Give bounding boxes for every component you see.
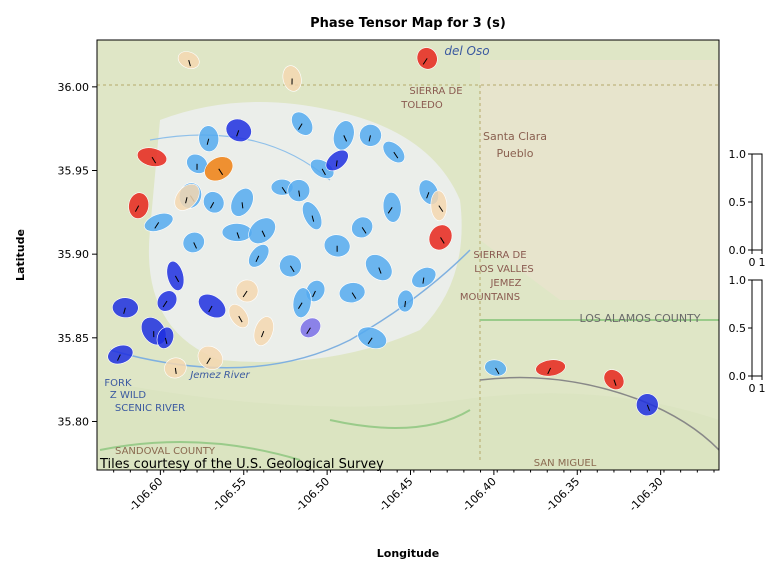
- map-label: Z WILD: [110, 390, 146, 401]
- y-tick-label: 35.90: [58, 248, 90, 261]
- map-label: MOUNTAINS: [460, 292, 520, 303]
- colorbar-x-tick-label: 1: [759, 382, 766, 395]
- map-label: TOLEDO: [400, 100, 443, 111]
- map-label: SIERRA DE: [473, 250, 526, 261]
- x-tick-label: -106.55: [210, 475, 249, 514]
- map-label: Santa Clara: [483, 130, 547, 143]
- y-tick-label: 36.00: [58, 81, 90, 94]
- colorbar-tick-label: 0.0: [729, 370, 747, 383]
- y-tick-label: 35.95: [58, 165, 90, 178]
- map-label: SAN MIGUEL: [534, 458, 597, 469]
- colorbar: [752, 280, 762, 376]
- colorbar-x-tick-label: 1: [759, 256, 766, 269]
- colorbar-tick-label: 1.0: [729, 148, 747, 161]
- map-label: SCENIC RIVER: [115, 403, 185, 414]
- y-axis-label: Latitude: [14, 229, 27, 281]
- x-tick-label: -106.30: [627, 475, 666, 514]
- x-tick-label: -106.60: [126, 475, 165, 514]
- map-label: Jemez River: [188, 370, 250, 381]
- y-tick-label: 35.85: [58, 332, 90, 345]
- map-label: FORK: [104, 378, 132, 389]
- x-tick-label: -106.45: [376, 475, 415, 514]
- colorbar-tick-label: 0.5: [729, 322, 747, 335]
- x-axis-label: Longitude: [377, 547, 439, 560]
- y-tick-label: 35.80: [58, 415, 90, 428]
- map-label: Pueblo: [497, 147, 534, 160]
- map-label: SIERRA DE: [409, 86, 462, 97]
- x-tick-label: -106.40: [460, 475, 499, 514]
- colorbar-tick-label: 1.0: [729, 274, 747, 287]
- map-label: LOS VALLES: [474, 264, 533, 275]
- x-tick-label: -106.50: [293, 475, 332, 514]
- map-label: LOS ALAMOS COUNTY: [580, 312, 701, 325]
- attribution: Tiles courtesy of the U.S. Geological Su…: [99, 457, 384, 472]
- x-tick-label: -106.35: [543, 475, 582, 514]
- colorbar-x-tick-label: 0: [749, 382, 756, 395]
- map-label: del Oso: [444, 44, 489, 58]
- chart-title: Phase Tensor Map for 3 (s): [310, 16, 506, 31]
- colorbar-tick-label: 0.5: [729, 196, 747, 209]
- colorbar: [752, 154, 762, 250]
- map-label: SANDOVAL COUNTY: [115, 446, 216, 457]
- colorbar-x-tick-label: 0: [749, 256, 756, 269]
- map-label: JEMEZ: [489, 278, 521, 289]
- colorbar-tick-label: 0.0: [729, 244, 747, 257]
